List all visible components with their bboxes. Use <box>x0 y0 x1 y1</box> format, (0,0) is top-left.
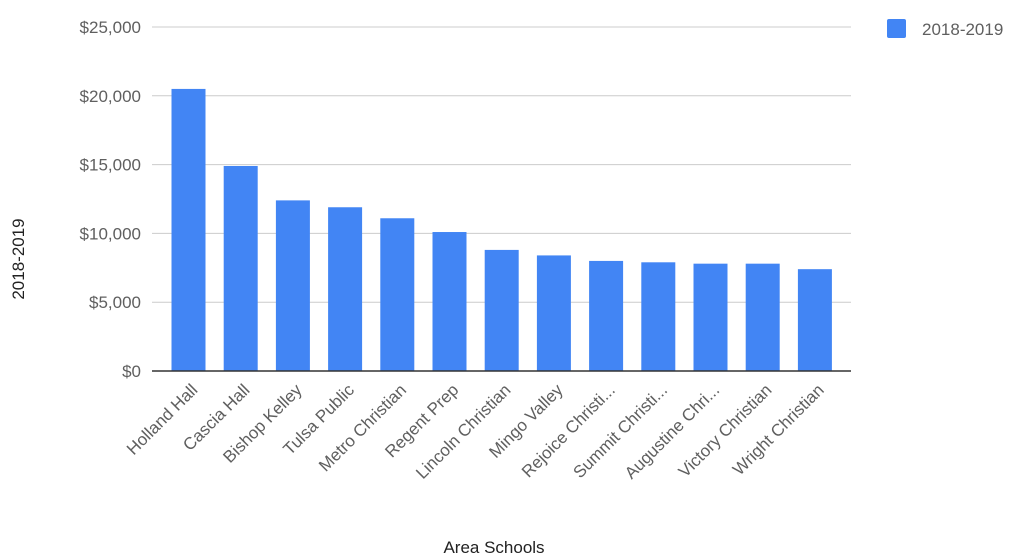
bar <box>380 218 415 371</box>
x-tick-label: Victory Christian <box>675 380 776 481</box>
legend: 2018-2019 <box>887 19 1003 39</box>
y-tick-label: $15,000 <box>80 156 141 175</box>
y-tick-label: $0 <box>122 362 141 381</box>
bar <box>693 263 728 371</box>
bar <box>745 263 780 371</box>
bar <box>171 88 206 372</box>
bars <box>171 88 832 372</box>
bar <box>328 207 363 371</box>
legend-swatch <box>887 19 906 38</box>
bar <box>484 249 519 371</box>
bar <box>275 200 310 371</box>
gridlines <box>152 26 851 303</box>
x-tick-label: Wright Christian <box>729 380 828 479</box>
bar <box>223 165 258 371</box>
x-tick-label: Lincoln Christian <box>412 380 514 482</box>
bar <box>797 269 832 371</box>
bar <box>536 255 571 371</box>
y-tick-label: $5,000 <box>89 293 141 312</box>
bar <box>641 262 676 371</box>
x-axis-title: Area Schools <box>443 538 544 556</box>
x-tick-label: Rejoice Christi... <box>518 380 619 481</box>
legend-label: 2018-2019 <box>922 20 1003 39</box>
bar <box>432 232 467 371</box>
x-tick-label: Augustine Chri... <box>621 380 723 482</box>
y-axis-ticks: $0 $5,000 $10,000 $15,000 $20,000 $25,000 <box>80 18 141 381</box>
x-tick-label: Summit Christi... <box>570 380 672 482</box>
y-tick-label: $20,000 <box>80 87 141 106</box>
y-axis-title: 2018-2019 <box>9 218 28 299</box>
y-tick-label: $10,000 <box>80 224 141 243</box>
bar <box>589 260 624 371</box>
y-tick-label: $25,000 <box>80 18 141 37</box>
